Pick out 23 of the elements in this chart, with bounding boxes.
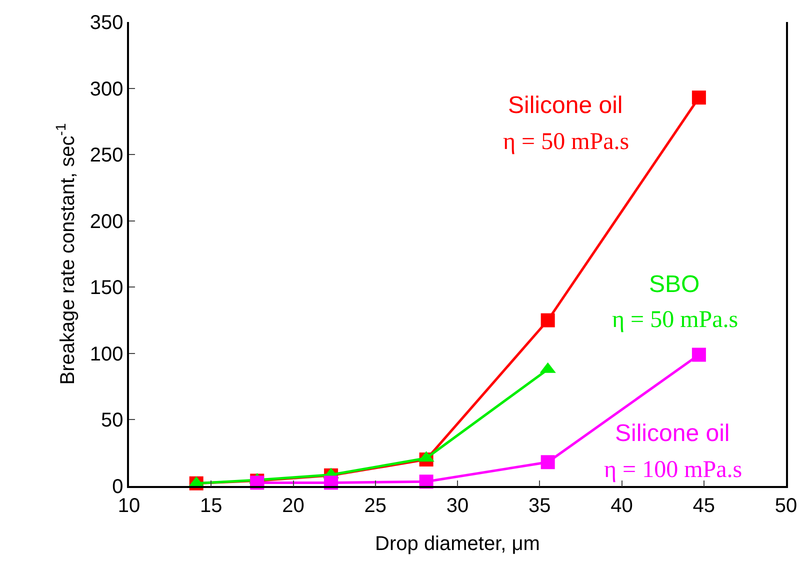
x-tick-label: 30 — [446, 494, 469, 517]
point — [692, 90, 706, 105]
y-tick-label: 350 — [90, 12, 124, 34]
x-tick-label: 25 — [364, 494, 387, 517]
text: SBO η = 50 mPa.s — [612, 271, 738, 333]
point — [692, 348, 706, 362]
x-tick-label: 50 — [774, 494, 798, 517]
x-tick-label: 15 — [200, 494, 222, 517]
y-tick-label: 250 — [90, 144, 124, 167]
y-tick-label: 200 — [90, 210, 124, 233]
series-label: Silicone oil η = 100 mPa.s — [604, 420, 742, 483]
y-tick-label: 100 — [90, 343, 124, 366]
point — [540, 455, 555, 470]
y-tick-label: 50 — [101, 410, 124, 432]
x-tick-label: 20 — [282, 494, 304, 517]
x-tick-label: 40 — [610, 494, 633, 517]
point — [540, 313, 555, 328]
x-tick-label: 45 — [692, 494, 716, 517]
y-tick-label: 150 — [90, 277, 124, 300]
x-tick-label: 35 — [528, 494, 551, 517]
series-label: Silicone oil η = 50 mPa.s — [503, 92, 630, 155]
y-tick-label: 300 — [90, 78, 124, 100]
x-axis-title: Drop diameter, μm — [375, 532, 540, 555]
